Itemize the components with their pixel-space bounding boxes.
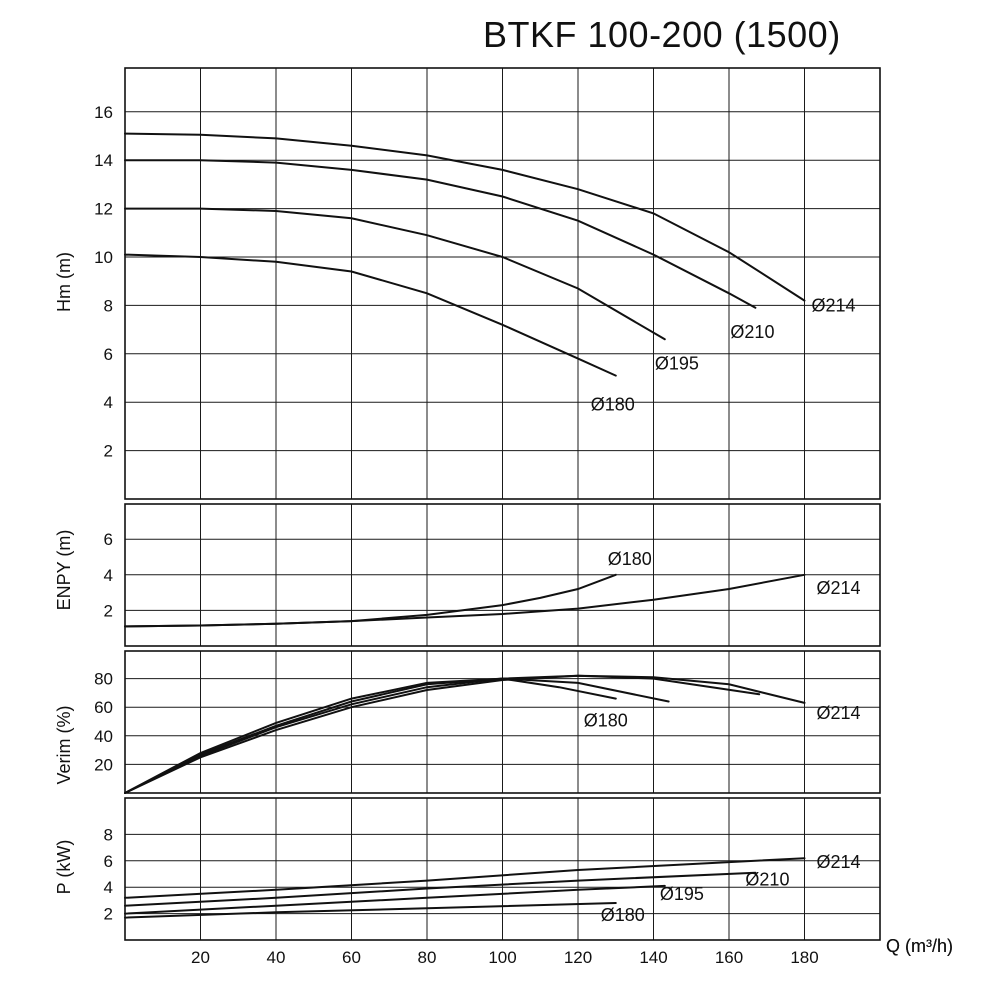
y-tick-label: 20 (94, 755, 113, 774)
x-tick-label: 180 (790, 948, 818, 967)
series-line-head-0 (124, 132, 806, 302)
y-tick-label: 10 (94, 248, 113, 267)
y-tick-label: 6 (104, 852, 113, 871)
series-line-power-3 (124, 902, 617, 919)
chart-title: BTKF 100-200 (1500) (483, 14, 841, 55)
y-tick-label: 2 (104, 601, 113, 620)
y-tick-label: 6 (104, 530, 113, 549)
y-tick-label: 6 (104, 345, 113, 364)
y-tick-label: 8 (104, 296, 113, 315)
x-tick-label: 160 (715, 948, 743, 967)
y-axis-label: Hm (m) (54, 252, 74, 312)
curve-label: Ø180 (584, 711, 628, 731)
panel-head: 2 4 6 8 10 12 14 16 Hm (m) Ø214 Ø210 Ø195 Ø180 Q (m³/… (54, 67, 953, 956)
curve-label: Ø180 (591, 395, 635, 415)
y-tick-label: 40 (94, 727, 113, 746)
y-tick-label: 2 (104, 442, 113, 461)
series-line-power-1 (124, 871, 757, 907)
x-tick-label: 120 (564, 948, 592, 967)
panel-efficiency: 20 40 60 80 Verim (%) Ø214 Ø180 (54, 650, 881, 794)
y-axis-label: Verim (%) (54, 705, 74, 784)
series-line-npsh-1 (124, 573, 806, 628)
curve-label: Ø210 (730, 322, 774, 342)
curve-label: Ø214 (817, 578, 861, 598)
panel-power: 2 4 6 8 P (kW) Ø214 Ø210 Ø195 Ø180 20 40 60 80 100 120… (54, 797, 881, 967)
y-tick-label: 4 (104, 878, 113, 897)
series-line-efficiency-3 (124, 677, 617, 794)
series-line-power-2 (124, 884, 666, 915)
curve-label: Ø214 (812, 296, 856, 316)
y-axis-label: ENPY (m) (54, 530, 74, 611)
series-line-head-2 (124, 207, 666, 341)
series-line-efficiency-2 (124, 677, 670, 794)
panel-frame (124, 797, 881, 941)
panel-npsh: 2 4 6 ENPY (m) Ø180 Ø214 (54, 503, 881, 647)
x-tick-label: 40 (267, 948, 286, 967)
y-tick-label: 60 (94, 698, 113, 717)
y-tick-label: 4 (104, 566, 113, 585)
series-line-npsh-0 (124, 573, 617, 628)
y-tick-label: 80 (94, 670, 113, 689)
y-tick-label: 4 (104, 393, 113, 412)
curve-label: Ø195 (655, 353, 699, 373)
x-tick-label: 80 (418, 948, 437, 967)
series-line-efficiency-1 (124, 674, 761, 794)
x-axis-label: Q (m³/h) (886, 936, 953, 956)
panel-frame (124, 650, 881, 794)
x-tick-label: 20 (191, 948, 210, 967)
curve-label: Ø180 (608, 549, 652, 569)
y-tick-label: 8 (104, 825, 113, 844)
curve-label: Ø180 (601, 905, 645, 925)
x-tick-label: 60 (342, 948, 361, 967)
x-tick-label: 140 (639, 948, 667, 967)
curve-label: Ø195 (660, 884, 704, 904)
curve-label: Ø214 (817, 703, 861, 723)
series-line-power-0 (124, 857, 806, 899)
y-tick-label: 2 (104, 905, 113, 924)
y-tick-label: 14 (94, 151, 113, 170)
series-line-efficiency-0 (124, 674, 806, 794)
y-axis-label: P (kW) (54, 840, 74, 895)
y-tick-label: 12 (94, 200, 113, 219)
series-line-head-3 (124, 253, 617, 377)
x-axis-label: Q (m³/h) (886, 936, 953, 956)
panel-frame (124, 503, 881, 647)
panel-frame (124, 67, 881, 500)
y-tick-label: 16 (94, 103, 113, 122)
x-tick-label: 100 (488, 948, 516, 967)
curve-label: Ø214 (817, 852, 861, 872)
curve-label: Ø210 (745, 870, 789, 890)
series-line-head-1 (124, 159, 757, 309)
